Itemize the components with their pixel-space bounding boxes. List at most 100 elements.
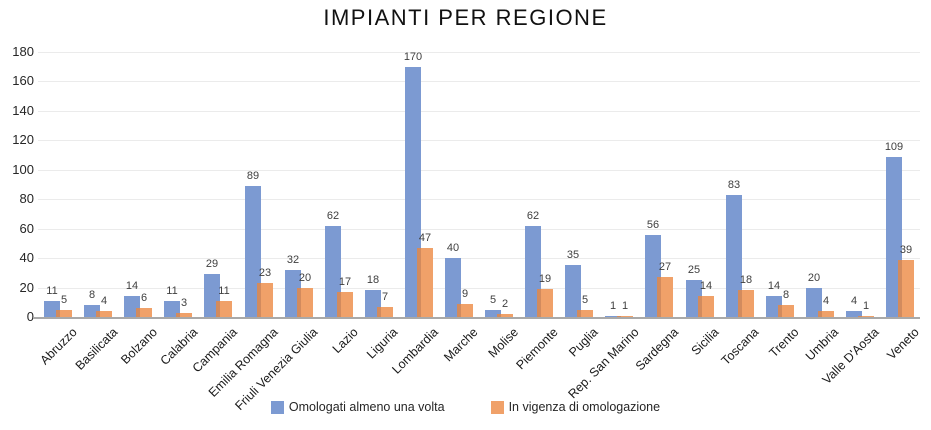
y-tick-label-180: 180 [12, 44, 34, 59]
value-label-omologati-10: 40 [446, 242, 460, 254]
value-label-vigenza-0: 5 [60, 294, 68, 306]
bar-vigenza-5 [257, 283, 273, 317]
y-tick-label-160: 160 [12, 73, 34, 88]
value-label-vigenza-7: 17 [338, 276, 352, 288]
legend-label-vigenza: In vigenza di omologazione [508, 400, 661, 414]
value-label-vigenza-21: 39 [899, 244, 913, 256]
x-tick-label-12: Piemonte [513, 325, 562, 373]
value-label-omologati-9: 170 [403, 51, 423, 63]
y-tick-label-100: 100 [12, 162, 34, 177]
bar-vigenza-9 [417, 248, 433, 317]
gridline-20 [38, 288, 920, 289]
value-label-vigenza-14: 1 [621, 300, 629, 312]
value-label-vigenza-16: 14 [699, 280, 713, 292]
value-label-omologati-11: 5 [489, 294, 497, 306]
bar-vigenza-14 [617, 316, 633, 317]
value-label-vigenza-20: 1 [862, 300, 870, 312]
bar-omologati-19 [806, 288, 822, 317]
legend-item-omologati: Omologati almeno una volta [270, 400, 445, 414]
value-label-omologati-17: 83 [727, 179, 741, 191]
value-label-vigenza-18: 8 [782, 289, 790, 301]
value-label-vigenza-4: 11 [218, 285, 230, 297]
value-label-vigenza-17: 18 [739, 274, 753, 286]
value-label-vigenza-13: 5 [581, 294, 589, 306]
bar-vigenza-18 [778, 305, 794, 317]
gridline-100 [38, 170, 920, 171]
bar-vigenza-0 [56, 310, 72, 317]
value-label-omologati-3: 11 [166, 285, 178, 297]
bar-vigenza-20 [858, 316, 874, 317]
value-label-omologati-2: 14 [125, 280, 139, 292]
bar-vigenza-7 [337, 292, 353, 317]
y-tick-label-0: 0 [26, 309, 34, 324]
x-tick-label-16: Sicilia [688, 325, 722, 358]
y-tick-label-80: 80 [19, 191, 34, 206]
bar-omologati-14 [605, 316, 621, 317]
value-label-omologati-5: 89 [246, 170, 260, 182]
y-tick-label-140: 140 [12, 103, 34, 118]
bar-omologati-13 [565, 265, 581, 317]
y-tick-label-120: 120 [12, 132, 34, 147]
value-label-omologati-20: 4 [850, 295, 858, 307]
value-label-omologati-19: 20 [807, 272, 821, 284]
value-label-vigenza-2: 6 [140, 292, 148, 304]
x-tick-label-17: Toscana [718, 325, 762, 368]
x-axis-line [33, 317, 920, 319]
value-label-omologati-0: 11 [46, 285, 58, 297]
value-label-omologati-8: 18 [366, 274, 380, 286]
bar-vigenza-15 [657, 277, 673, 317]
gridline-180 [38, 52, 920, 53]
gridline-60 [38, 229, 920, 230]
x-tick-label-15: Sardegna [633, 325, 682, 374]
x-tick-label-18: Trento [766, 325, 802, 361]
x-tick-label-14: Rep. San Marino [564, 325, 642, 402]
value-label-omologati-7: 62 [326, 210, 340, 222]
value-label-vigenza-15: 27 [658, 261, 672, 273]
value-label-omologati-12: 62 [526, 210, 540, 222]
legend-label-omologati: Omologati almeno una volta [288, 400, 445, 414]
x-tick-label-2: Bolzano [118, 325, 161, 367]
x-tick-label-8: Liguria [364, 325, 401, 362]
bar-vigenza-13 [577, 310, 593, 317]
value-label-vigenza-9: 47 [418, 232, 432, 244]
legend-item-vigenza: In vigenza di omologazione [490, 400, 661, 414]
bar-vigenza-8 [377, 307, 393, 317]
bar-vigenza-17 [738, 290, 754, 317]
value-label-omologati-1: 8 [88, 289, 96, 301]
bar-vigenza-3 [176, 313, 192, 317]
value-label-omologati-16: 25 [687, 264, 701, 276]
x-tick-label-13: Puglia [566, 325, 602, 360]
bar-vigenza-12 [537, 289, 553, 317]
x-tick-label-21: Veneto [884, 325, 922, 363]
bar-omologati-10 [445, 258, 461, 317]
x-tick-label-7: Lazio [329, 325, 361, 357]
x-tick-label-19: Umbria [803, 325, 842, 364]
gridline-160 [38, 81, 920, 82]
value-label-vigenza-6: 20 [298, 272, 312, 284]
value-label-omologati-18: 14 [767, 280, 781, 292]
bar-vigenza-11 [497, 314, 513, 317]
bar-omologati-17 [726, 195, 742, 317]
x-tick-label-11: Molise [485, 325, 521, 361]
value-label-omologati-15: 56 [646, 219, 660, 231]
y-tick-label-40: 40 [19, 250, 34, 265]
gridline-80 [38, 199, 920, 200]
y-tick-label-60: 60 [19, 221, 34, 236]
x-tick-label-10: Marche [441, 325, 481, 365]
value-label-vigenza-10: 9 [461, 288, 469, 300]
bar-vigenza-10 [457, 304, 473, 317]
value-label-vigenza-11: 2 [501, 298, 509, 310]
gridline-120 [38, 140, 920, 141]
legend: Omologati almeno una volta In vigenza di… [0, 400, 931, 414]
bar-omologati-11 [485, 310, 501, 317]
bar-vigenza-6 [297, 288, 313, 317]
value-label-vigenza-5: 23 [258, 267, 272, 279]
gridline-140 [38, 111, 920, 112]
bar-vigenza-21 [898, 260, 914, 317]
value-label-omologati-4: 29 [205, 258, 219, 270]
value-label-vigenza-12: 19 [538, 273, 552, 285]
bar-vigenza-4 [216, 301, 232, 317]
value-label-omologati-6: 32 [286, 254, 300, 266]
bar-vigenza-1 [96, 311, 112, 317]
